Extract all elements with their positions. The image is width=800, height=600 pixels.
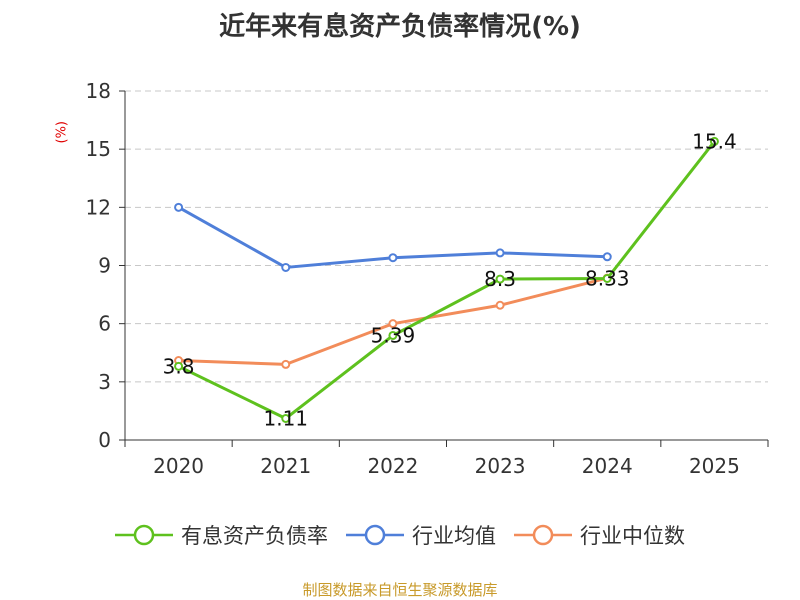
data-label: 8.33 <box>585 266 630 290</box>
x-tick-label: 2022 <box>367 454 418 478</box>
data-label: 8.3 <box>484 267 516 291</box>
x-tick-label: 2025 <box>689 454 740 478</box>
legend-label: 行业均值 <box>412 524 496 548</box>
data-label: 3.8 <box>163 354 195 378</box>
data-point <box>495 274 505 284</box>
legend-item[interactable]: 行业均值 <box>346 520 496 550</box>
data-point <box>495 248 505 258</box>
data-point <box>388 253 398 263</box>
legend-marker-icon <box>115 524 173 546</box>
x-tick-label: 2020 <box>153 454 204 478</box>
data-point <box>281 413 291 423</box>
legend-label: 行业中位数 <box>580 524 685 548</box>
data-point <box>281 359 291 369</box>
data-label: 1.11 <box>263 406 308 430</box>
y-tick-label: 9 <box>98 254 111 278</box>
y-tick-label: 6 <box>98 312 111 336</box>
legend-item[interactable]: 有息资产负债率 <box>115 520 328 550</box>
data-point <box>495 300 505 310</box>
data-point <box>602 252 612 262</box>
data-point <box>281 262 291 272</box>
series-line <box>177 140 716 420</box>
x-tick-label: 2024 <box>582 454 633 478</box>
y-tick-label: 0 <box>98 428 111 452</box>
x-tick-label: 2021 <box>260 454 311 478</box>
data-source-note: 制图数据来自恒生聚源数据库 <box>302 581 498 599</box>
y-tick-label: 15 <box>86 137 111 161</box>
y-tick-label: 3 <box>98 370 111 394</box>
chart-legend: 有息资产负债率 行业均值 行业中位数 <box>0 520 800 550</box>
data-point <box>388 330 398 340</box>
data-point <box>174 361 184 371</box>
y-tick-label: 18 <box>86 79 111 103</box>
data-point <box>388 319 398 329</box>
data-point <box>709 136 719 146</box>
legend-label: 有息资产负债率 <box>181 524 328 548</box>
legend-marker-icon <box>514 524 572 546</box>
legend-item[interactable]: 行业中位数 <box>514 520 685 550</box>
data-label: 5.39 <box>371 323 416 347</box>
x-tick-label: 2023 <box>475 454 526 478</box>
data-label: 15.4 <box>692 129 737 153</box>
data-point <box>602 273 612 283</box>
data-point <box>174 202 184 212</box>
y-tick-label: 12 <box>86 195 111 219</box>
chart-title: 近年来有息资产负债率情况(%) <box>219 12 581 42</box>
legend-marker-icon <box>346 524 404 546</box>
